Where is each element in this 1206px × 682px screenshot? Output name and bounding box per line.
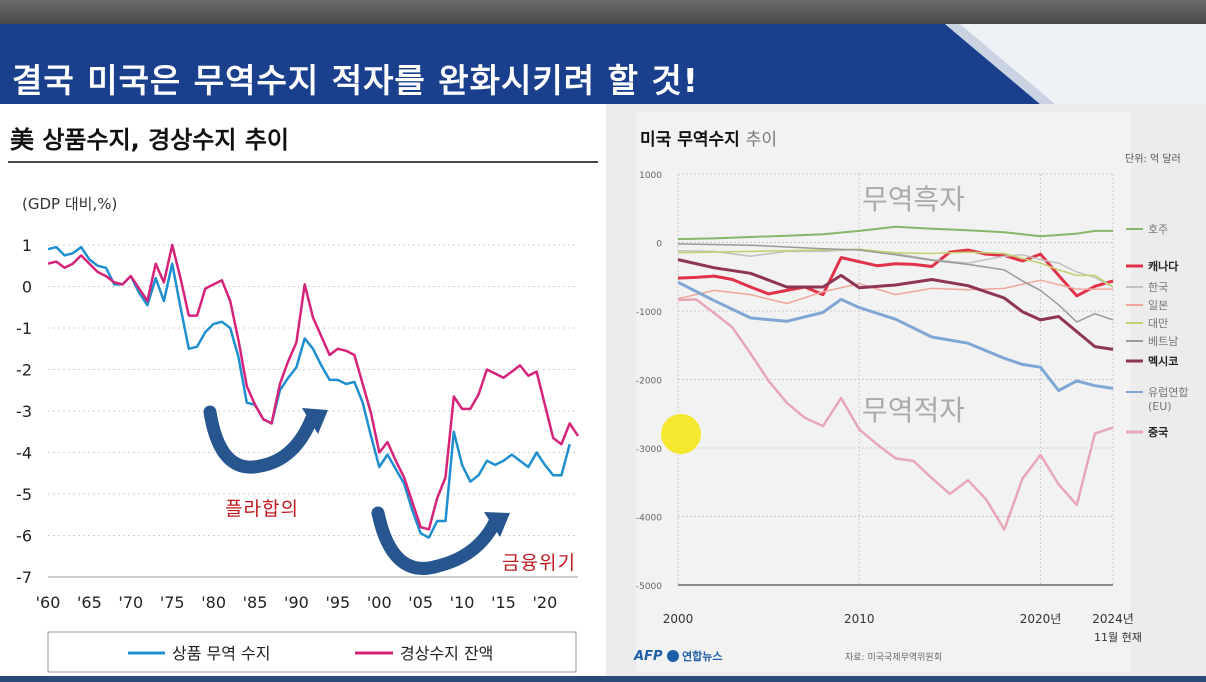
- y-tick-label: -2000: [636, 377, 662, 387]
- trade-deficit-region-label: 무역적자: [862, 394, 965, 427]
- x-tick-label: '90: [284, 593, 309, 612]
- legend-label-canada: 캐나다: [1148, 259, 1179, 273]
- cursor-highlight-dot: [661, 414, 701, 454]
- legend-label-china: 중국: [1148, 426, 1168, 439]
- right-chart: 미국 무역수지 추이 단위: 억 달러 1000 0 -1000 -2000 -3000…: [633, 130, 1188, 664]
- x-tick-label: '75: [160, 593, 185, 612]
- unit-label: 단위: 억 달러: [1125, 152, 1181, 165]
- bottom-border: [0, 676, 1206, 682]
- right-chart-background: [636, 112, 1131, 672]
- legend-label-australia: 호주: [1148, 223, 1168, 236]
- title-underline: [8, 161, 598, 163]
- afp-logo: AFP: [633, 649, 663, 664]
- x-tick-label: '05: [408, 593, 433, 612]
- x-tick-label: '95: [325, 593, 350, 612]
- series-line-china: [677, 298, 1114, 531]
- x-tick-label: '85: [243, 593, 268, 612]
- y-tick-label: -4000: [636, 514, 662, 524]
- y-tick-label: 1: [22, 236, 32, 255]
- y-tick-label: -1: [16, 319, 32, 338]
- yonhap-logo-icon: [667, 650, 679, 662]
- legend-label-eu: 유럽연합: [1148, 385, 1188, 399]
- y-tick-label: 0: [22, 278, 32, 297]
- series-line-canada: [677, 248, 1114, 298]
- series-line-current-account: [47, 243, 580, 531]
- series-line-taiwan: [677, 248, 1114, 288]
- y-tick-label: -2: [16, 361, 32, 380]
- financial-crisis-arrow: [371, 506, 510, 575]
- slide-title: 결국 미국은 무역수지 적자를 완화시키려 할 것!: [12, 61, 699, 100]
- legend-label-japan: 일본: [1148, 298, 1168, 312]
- legend-label-korea: 한국: [1148, 281, 1168, 294]
- legend-label-taiwan: 대만: [1148, 317, 1168, 330]
- x-tick-label: '15: [491, 593, 516, 612]
- series-line-eu: [677, 280, 1114, 392]
- title-banner-shape: [0, 24, 1055, 104]
- y-tick-label: -3: [16, 402, 32, 421]
- left-chart-panel: 美 상품수지, 경상수지 추이 (GDP 대비,%) 1 0 -1 -2 -3 -4 -5 -…: [0, 104, 606, 676]
- x-tick-label: 2000: [663, 612, 694, 626]
- y-tick-label: 1000: [639, 171, 662, 181]
- y-tick-label: -7: [16, 568, 32, 587]
- x-tick-label: '00: [367, 593, 392, 612]
- y-tick-label: -3000: [636, 445, 662, 455]
- left-chart: 美 상품수지, 경상수지 추이 (GDP 대비,%) 1 0 -1 -2 -3 -4 -5 -…: [8, 126, 598, 673]
- left-chart-title: 美 상품수지, 경상수지 추이: [10, 126, 289, 154]
- financial-crisis-label: 금융위기: [502, 552, 576, 574]
- plaza-accord-label: 플라합의: [225, 498, 299, 520]
- legend-label-mexico: 멕시코: [1148, 354, 1178, 368]
- right-chart-title-main: 미국 무역수지: [640, 130, 746, 150]
- x-tick-label: 2010: [844, 612, 875, 626]
- y-tick-label: -1000: [636, 308, 662, 318]
- plaza-accord-arrow: [203, 405, 328, 474]
- series-line-vietnam: [677, 243, 1114, 323]
- left-y-axis-label: (GDP 대비,%): [22, 195, 117, 213]
- yonhap-logo: 연합뉴스: [682, 649, 722, 663]
- legend-label-eu: (EU): [1148, 400, 1172, 413]
- y-tick-label: -4: [16, 444, 32, 463]
- series-line-japan: [677, 279, 1113, 305]
- title-banner: 결국 미국은 무역수지 적자를 완화시키려 할 것!: [0, 24, 1206, 104]
- x-tick-label: '10: [450, 593, 475, 612]
- series-line-mexico: [677, 258, 1114, 351]
- y-tick-label: -5: [16, 485, 32, 504]
- right-chart-title-suffix: 추이: [746, 130, 777, 150]
- x-tick-label: '65: [77, 593, 102, 612]
- legend-label-goods-balance: 상품 무역 수지: [172, 644, 271, 663]
- legend-label-vietnam: 베트남: [1148, 335, 1178, 348]
- window-top-bar: [0, 0, 1206, 24]
- x-tick-label: '20: [532, 593, 557, 612]
- series-line-korea: [677, 248, 1114, 288]
- x-tick-label: '60: [36, 593, 61, 612]
- x-tick-label: '70: [118, 593, 143, 612]
- right-chart-title: 미국 무역수지 추이: [640, 130, 777, 150]
- y-tick-label: -6: [16, 527, 32, 546]
- source-note: 자료: 미국국제무역위원회: [845, 652, 942, 663]
- x-tick-label: 2020년: [1020, 612, 1062, 626]
- trade-surplus-region-label: 무역흑자: [862, 183, 965, 216]
- y-tick-label: 0: [656, 240, 662, 250]
- x-tick-note: 11월 현재: [1094, 631, 1142, 644]
- x-tick-label: '80: [201, 593, 226, 612]
- y-tick-label: -5000: [636, 582, 662, 592]
- left-legend-box: [47, 631, 577, 673]
- x-tick-label: 2024년: [1092, 612, 1134, 626]
- legend-label-current-account: 경상수지 잔액: [400, 644, 493, 663]
- series-line-australia: [677, 225, 1113, 241]
